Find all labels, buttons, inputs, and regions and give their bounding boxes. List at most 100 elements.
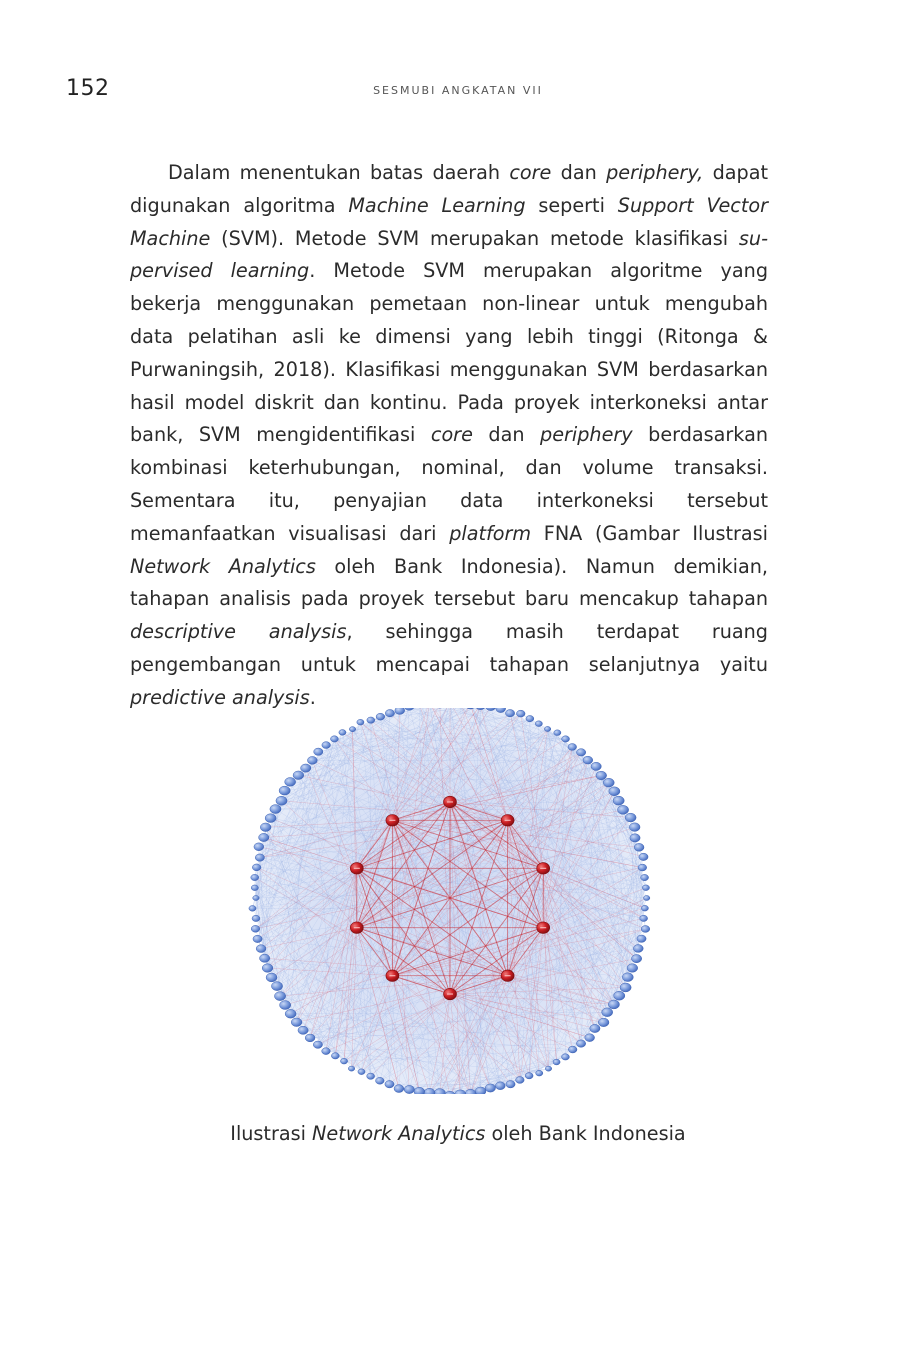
core-periphery-edge (281, 800, 508, 821)
mesh-edge (443, 708, 639, 949)
mesh-edge (252, 768, 306, 909)
core-edge (356, 927, 451, 995)
periphery-node (394, 708, 405, 715)
mesh-edge (254, 720, 371, 888)
periphery-node (253, 842, 264, 851)
mesh-edge (276, 738, 335, 987)
mesh-edge (472, 708, 597, 767)
mesh-edge (547, 728, 637, 959)
core-node-label-mark (447, 993, 453, 995)
core-periphery-edge (507, 746, 573, 976)
core-edge (507, 820, 544, 869)
mesh-edge (409, 928, 646, 1090)
mesh-edge (256, 732, 558, 868)
core-periphery-edge (449, 993, 614, 1005)
core-periphery-edge (449, 897, 647, 995)
mesh-edge (470, 928, 646, 1094)
mesh-edge (255, 713, 391, 899)
periphery-node (307, 756, 318, 765)
mesh-edge (343, 766, 597, 1062)
core-periphery-edge (334, 738, 544, 869)
mesh-edge (312, 723, 539, 761)
mesh-edge (352, 728, 566, 740)
mesh-edge (471, 708, 615, 1005)
core-periphery-edge (265, 820, 393, 828)
mesh-edge (370, 720, 390, 1085)
core-node-label-mark (540, 867, 547, 869)
core-periphery-edge (507, 975, 608, 1013)
mesh-edge (271, 766, 597, 978)
periphery-node (278, 785, 291, 796)
mesh-edge (429, 887, 647, 1093)
mesh-edge (317, 708, 409, 1045)
core-edge (356, 927, 508, 977)
mesh-edge (290, 708, 427, 1014)
mesh-edge (317, 837, 636, 1045)
core-periphery-edge (264, 801, 451, 959)
text-segment: seperti (525, 193, 618, 217)
periphery-node (612, 795, 625, 806)
mesh-edge (351, 732, 558, 1069)
mesh-edge (380, 716, 590, 1038)
mesh-edge (284, 790, 410, 1090)
mesh-edge (379, 708, 481, 1081)
mesh-edge (254, 877, 557, 1063)
core-periphery-edge (507, 782, 609, 976)
mesh-edge (480, 887, 647, 1092)
mesh-edge (260, 723, 539, 949)
text-segment-italic: Support Vector Machine (130, 193, 768, 250)
mesh-edge (298, 775, 501, 1086)
periphery-node (356, 719, 365, 726)
mesh-edge (351, 710, 400, 1069)
core-periphery-edge (507, 820, 540, 1074)
mesh-edge (290, 708, 448, 1014)
mesh-edge (254, 877, 461, 1094)
mesh-edge (483, 708, 640, 848)
core-periphery-edge (356, 868, 582, 1044)
mesh-edge (259, 857, 582, 1044)
core-periphery-edge (453, 708, 544, 869)
core-periphery-edge (449, 801, 471, 1094)
mesh-edge (285, 718, 531, 1006)
periphery-node (251, 914, 261, 922)
periphery-node (535, 1070, 544, 1077)
text-segment: dan (551, 161, 607, 184)
mesh-edge (460, 738, 566, 1094)
core-periphery-edge (356, 927, 626, 988)
core-periphery-edge (351, 975, 393, 1069)
core-periphery-edge (356, 782, 609, 928)
mesh-edge (509, 713, 636, 839)
mesh-edge (254, 877, 491, 1089)
mesh-edge (509, 713, 646, 909)
mesh-edge (254, 887, 608, 1013)
core-periphery-edge (360, 722, 393, 821)
core-periphery-edge (449, 801, 461, 1094)
mesh-edge (276, 800, 619, 987)
periphery-node (544, 726, 552, 732)
mesh-edge (335, 708, 480, 1056)
core-periphery-edge (392, 928, 646, 976)
core-periphery-edge (542, 927, 604, 1023)
mesh-edge (265, 766, 597, 828)
mesh-edge (290, 1013, 371, 1077)
mesh-edge (254, 718, 530, 878)
core-periphery-edge (392, 975, 595, 1029)
core-periphery-edge (356, 708, 469, 928)
mesh-edge (380, 716, 643, 868)
periphery-node (271, 981, 283, 991)
mesh-edge (439, 782, 609, 1094)
mesh-edge (370, 708, 463, 721)
mesh-edge (258, 766, 597, 847)
mesh-edge (275, 708, 421, 810)
core-periphery-edge (507, 975, 582, 1044)
mesh-edge (284, 790, 646, 930)
mesh-edge (500, 897, 647, 1086)
mesh-edge (334, 738, 540, 1074)
mesh-edge (472, 708, 633, 969)
core-periphery-edge (254, 877, 451, 995)
core-periphery-edge (449, 708, 480, 803)
mesh-edge (255, 887, 646, 899)
mesh-edge (271, 809, 624, 978)
mesh-edge (370, 817, 631, 1077)
mesh-edge (284, 760, 313, 1006)
